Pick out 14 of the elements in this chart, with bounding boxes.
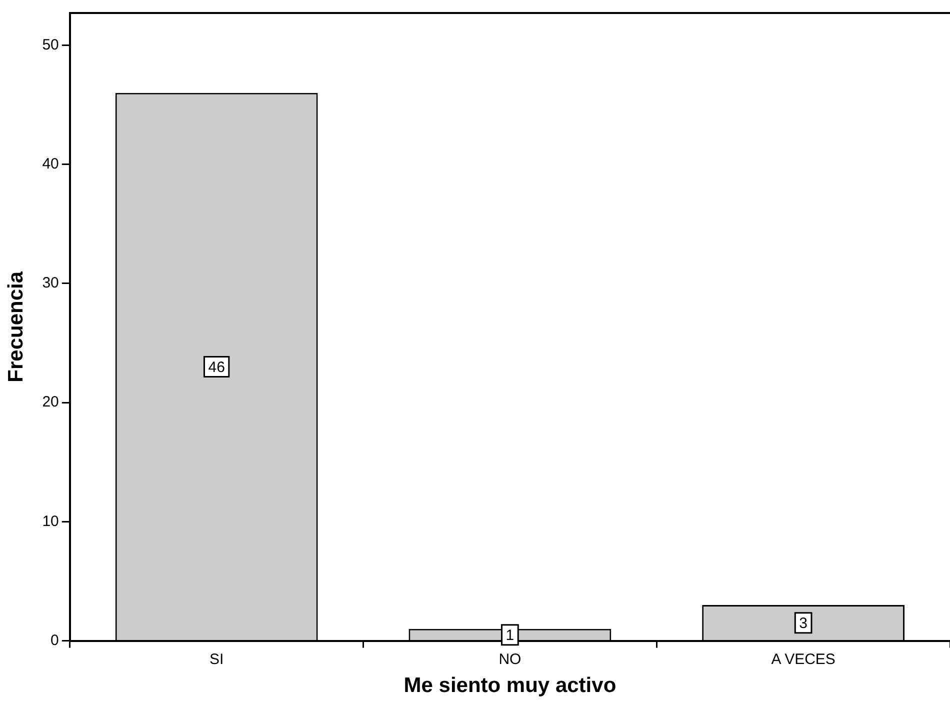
y-tick-label: 40 xyxy=(42,155,59,172)
x-axis-title: Me siento muy activo xyxy=(404,674,616,698)
y-tick-label: 20 xyxy=(42,394,59,411)
x-tick-label: NO xyxy=(498,650,522,668)
data-label: 3 xyxy=(799,615,808,632)
x-tick-label: A VECES xyxy=(771,650,836,668)
y-axis-title: Frecuencia xyxy=(4,271,28,382)
y-tick-label: 50 xyxy=(42,36,59,54)
y-tick-label: 30 xyxy=(42,274,59,292)
y-tick-label: 10 xyxy=(42,512,59,530)
y-tick-label: 0 xyxy=(50,632,59,649)
data-label: 1 xyxy=(506,626,514,644)
data-label: 46 xyxy=(208,358,225,376)
x-tick-label: SI xyxy=(209,650,224,668)
